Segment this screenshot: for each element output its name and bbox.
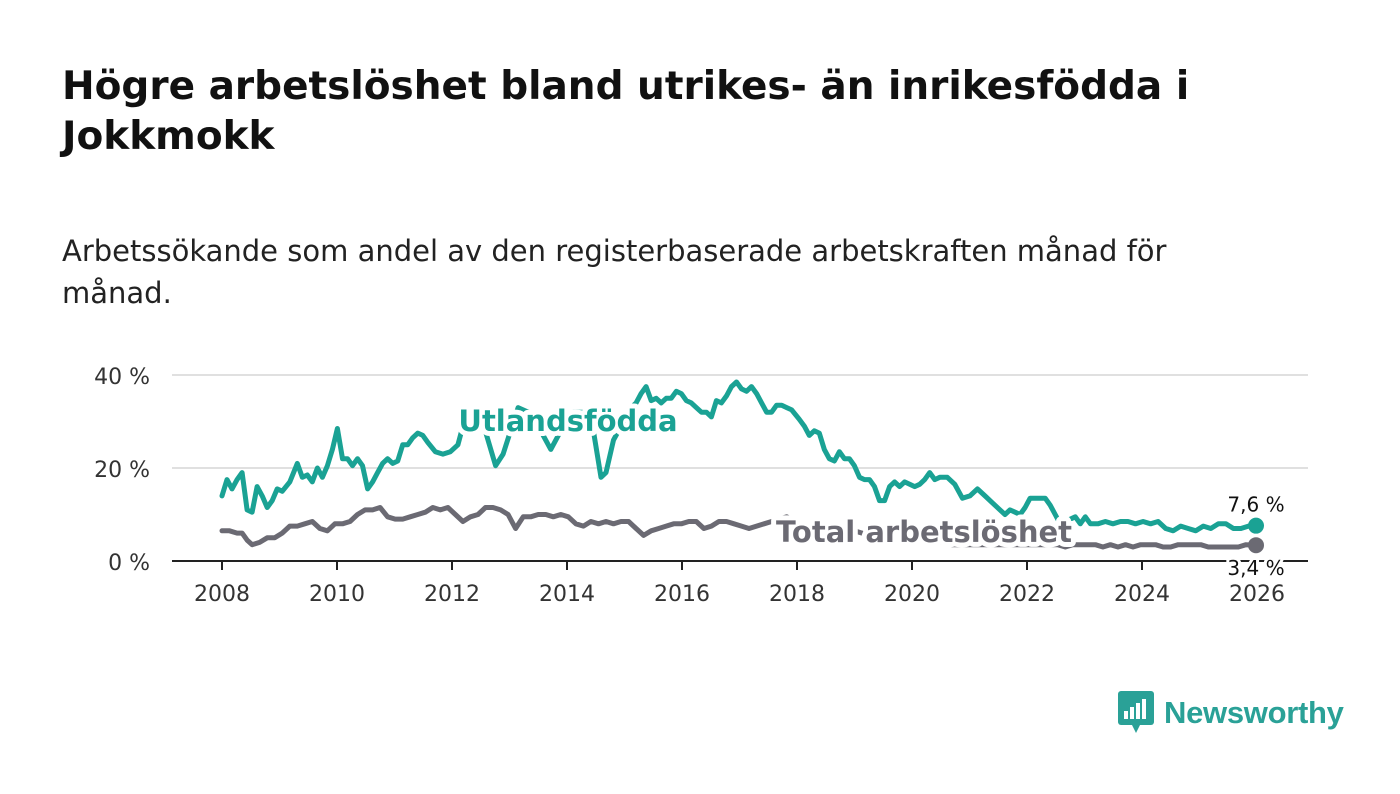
line-chart: 0 % 20 % 40 % 2008 2010 2012 2014 2016 2018 2020… bbox=[94, 365, 1308, 607]
end-value-label: 3,4 % bbox=[1227, 556, 1284, 580]
series-end-point bbox=[1248, 517, 1264, 534]
series-label: Total arbetslöshet bbox=[776, 515, 1072, 549]
end-value-label: 7,6 % bbox=[1227, 493, 1284, 517]
series-label: Utlandsfödda bbox=[458, 404, 677, 438]
y-axis: 0 % 20 % 40 % bbox=[94, 365, 150, 576]
series-end-point bbox=[1248, 537, 1264, 554]
newsworthy-logo: Newsworthy bbox=[1118, 690, 1344, 736]
series-line-total bbox=[219, 505, 1259, 550]
newsworthy-logo-icon bbox=[1118, 691, 1154, 733]
x-axis: 2008 2010 2012 2014 2016 2018 2020 2022 2024 2026 bbox=[172, 560, 1308, 607]
y-tick-label: 20 % bbox=[94, 458, 150, 483]
y-tick-label: 40 % bbox=[94, 365, 150, 390]
series-label-halo: Total arbetslöshet bbox=[776, 515, 1072, 549]
x-tick-label: 2010 bbox=[309, 582, 365, 607]
x-tick-label: 2012 bbox=[424, 582, 480, 607]
x-tick-label: 2022 bbox=[999, 582, 1055, 607]
end-value-halo: 3,4 % bbox=[1227, 556, 1284, 580]
end-value-halo: 7,6 % bbox=[1227, 493, 1284, 517]
x-tick-label: 2026 bbox=[1229, 582, 1285, 607]
series-lines bbox=[219, 379, 1264, 554]
y-tick-label: 0 % bbox=[108, 551, 150, 576]
x-tick-label: 2018 bbox=[769, 582, 825, 607]
x-tick-label: 2014 bbox=[539, 582, 595, 607]
x-tick-label: 2016 bbox=[654, 582, 710, 607]
series-line-utlandsfodda bbox=[219, 379, 1259, 534]
chart-title: Högre arbetslöshet bland utrikes- än inr… bbox=[62, 64, 1190, 159]
x-tick-label: 2008 bbox=[194, 582, 250, 607]
series-label-halo: Utlandsfödda bbox=[458, 404, 677, 438]
x-tick-label: 2020 bbox=[884, 582, 940, 607]
x-tick-label: 2024 bbox=[1114, 582, 1170, 607]
brand-name: Newsworthy bbox=[1164, 695, 1344, 730]
chart-subtitle: Arbetssökande som andel av den registerb… bbox=[62, 234, 1167, 310]
